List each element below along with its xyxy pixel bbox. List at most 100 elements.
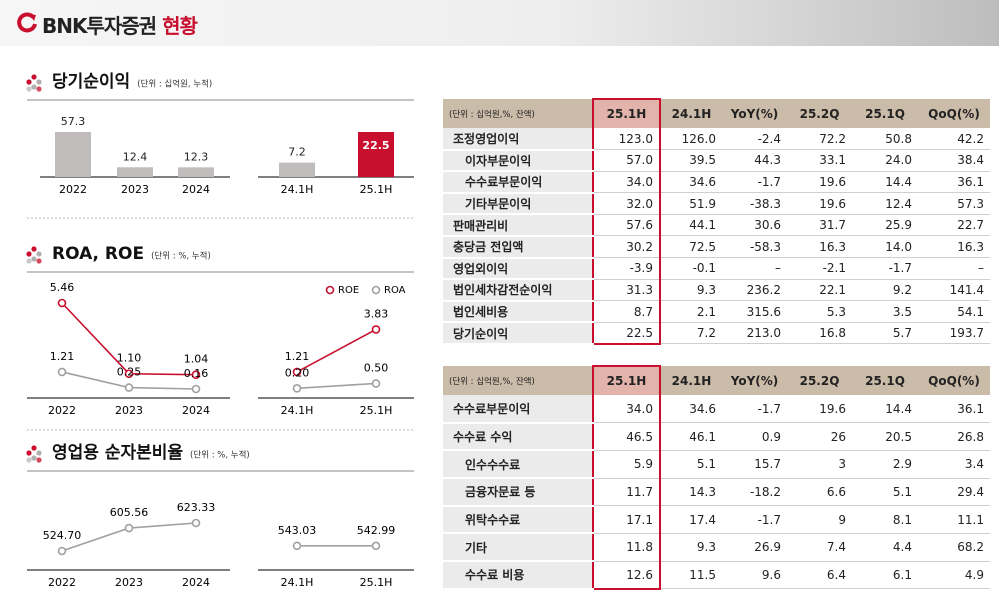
row-label: 수수료 수익 — [443, 422, 593, 452]
row-label: 조정영업이익 — [443, 128, 593, 151]
table-row: 수수료부문이익 34.0 34.6 -1.7 19.6 14.4 36.1 — [443, 171, 990, 194]
header: BNK투자증권 현황 — [0, 0, 999, 46]
cell: 14.3 — [660, 478, 722, 507]
cell: 42.2 — [918, 128, 990, 151]
category-label: 2024 — [182, 183, 210, 196]
cell: 9.6 — [722, 561, 787, 590]
cell: 4.9 — [918, 561, 990, 590]
cell: 46.1 — [660, 422, 722, 451]
value-label: 524.70 — [43, 529, 82, 542]
cell: -3.9 — [592, 257, 661, 280]
cell: 32.0 — [592, 192, 661, 215]
cell: 126.0 — [660, 128, 722, 151]
brand-name: BNK투자증권 — [42, 14, 157, 38]
point — [292, 367, 302, 377]
value-label: 542.99 — [357, 524, 396, 537]
unit-label: (단위 : 십억원,%, 잔액) — [443, 99, 593, 128]
cell: 36.1 — [918, 171, 990, 194]
cell: 34.0 — [592, 395, 661, 424]
value-label: 1.10 — [117, 352, 142, 365]
value-label: 623.33 — [177, 501, 216, 514]
cell: -1.7 — [722, 171, 787, 194]
point — [57, 367, 67, 377]
cell: 123.0 — [592, 128, 661, 151]
bar — [55, 132, 91, 177]
cell: -1.7 — [852, 257, 918, 280]
cell: 5.3 — [787, 300, 852, 323]
value-label: 22.5 — [362, 139, 389, 152]
value-label: 1.21 — [285, 350, 310, 363]
charts: 당기순이익 (단위 : 십억원, 누적) 2022 2023 2024 57.3 12.4 1… — [26, 72, 414, 589]
cell: 31.7 — [787, 214, 852, 237]
row-label: 충당금 전입액 — [443, 235, 593, 259]
cell: 14.4 — [852, 171, 918, 194]
brand: BNK투자증권 현황 — [42, 10, 198, 39]
cell: 44.3 — [722, 149, 787, 172]
cell: 12.4 — [852, 192, 918, 215]
table-row: 위탁수수료 17.1 17.4 -1.7 9 8.1 11.1 — [443, 505, 990, 535]
point — [191, 370, 201, 380]
cell: 8.1 — [852, 505, 918, 534]
cell: 5.1 — [852, 478, 918, 507]
row-label: 수수료부문이익 — [443, 395, 593, 424]
legend-label: ROE — [338, 285, 359, 296]
table-row: 영업외이익 -3.9 -0.1– -2.1 -1.7– — [443, 257, 990, 281]
category-label: 2023 — [115, 576, 143, 589]
column-header: YoY(%) — [722, 99, 787, 128]
column-header: 25.1Q — [852, 366, 918, 395]
section-title: 당기순이익 — [52, 72, 130, 92]
value-label: 57.3 — [61, 115, 86, 128]
series-line — [296, 328, 377, 373]
cell: 44.1 — [660, 214, 722, 237]
category-label: 2023 — [115, 404, 143, 417]
value-label: 5.46 — [50, 281, 75, 294]
row-label: 금융자문료 등 — [443, 478, 593, 507]
cell: 26 — [787, 422, 852, 451]
cell: 72.5 — [660, 235, 722, 259]
cell: 9 — [787, 505, 852, 534]
cell: 20.5 — [852, 422, 918, 451]
bar — [178, 167, 214, 177]
category-label: 25.1H — [360, 576, 393, 589]
category-label: 25.1H — [360, 183, 393, 196]
row-label: 인수수수료 — [443, 450, 593, 480]
cell: 39.5 — [660, 149, 722, 172]
cell: -38.3 — [722, 192, 787, 215]
point — [57, 298, 67, 308]
cell: 11.1 — [918, 505, 990, 534]
legend-marker — [371, 285, 381, 295]
cell: 315.6 — [722, 300, 787, 323]
cell: 16.3 — [787, 235, 852, 259]
value-label: 0.25 — [117, 366, 142, 379]
table-row: 이자부문이익 57.0 39.5 44.3 33.1 24.0 38.4 — [443, 149, 990, 173]
cell: -18.2 — [722, 478, 787, 507]
cell: 34.6 — [660, 395, 722, 424]
table-row: 수수료 수익 46.5 46.1 0.9 26 20.5 26.8 — [443, 422, 990, 452]
cell: 4.4 — [852, 533, 918, 562]
section-icon — [36, 457, 42, 463]
section-icon — [26, 86, 32, 92]
value-label: 605.56 — [110, 506, 149, 519]
table-row: 법인세비용 8.7 2.1 315.6 5.3 3.5 54.1 — [443, 300, 990, 324]
table-row: 수수료부문이익 34.0 34.6 -1.7 19.6 14.4 36.1 — [443, 395, 990, 424]
category-label: 2024 — [182, 404, 210, 417]
point — [124, 383, 134, 392]
cell: 14.4 — [852, 395, 918, 424]
series-line — [296, 382, 377, 390]
point — [124, 369, 134, 379]
cell: 6.4 — [787, 561, 852, 590]
value-label: 12.4 — [123, 150, 148, 163]
cell: 7.2 — [660, 322, 722, 345]
table-row: 인수수수료 5.9 5.1 15.7 3 2.9 3.4 — [443, 450, 990, 480]
cell: 34.6 — [660, 171, 722, 194]
table-row: 기타부문이익 32.0 51.9 -38.3 19.6 12.4 57.3 — [443, 192, 990, 216]
section-icon — [36, 251, 42, 257]
cell: 72.2 — [787, 128, 852, 151]
cell: 7.4 — [787, 533, 852, 562]
header-row: (단위 : 십억원,%, 잔액) 25.1H 24.1H YoY(%) 25.2Q 25.… — [443, 98, 990, 128]
point — [371, 325, 381, 334]
column-header: YoY(%) — [722, 366, 787, 395]
cell: 31.3 — [592, 279, 661, 302]
point — [124, 523, 134, 533]
